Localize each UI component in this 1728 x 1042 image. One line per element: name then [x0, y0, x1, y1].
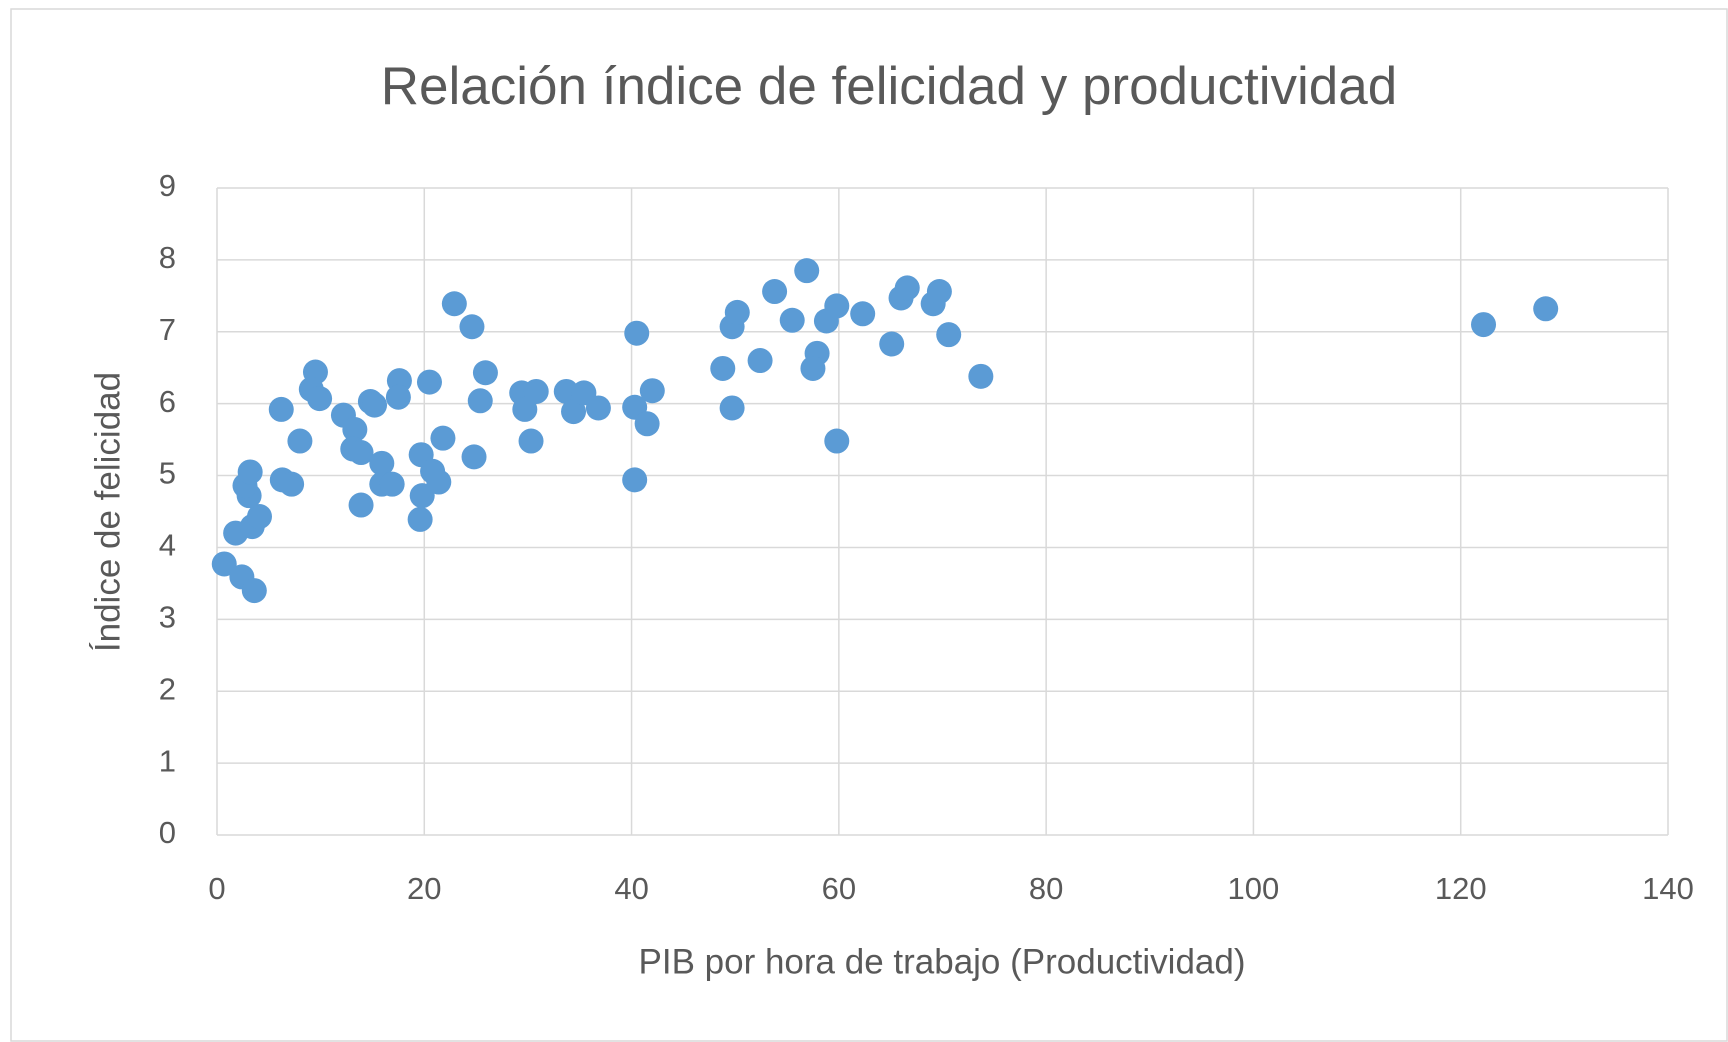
point [467, 388, 493, 414]
point [894, 275, 920, 301]
point [747, 348, 773, 374]
point [762, 279, 788, 305]
x-tick-label: 0 [208, 871, 225, 906]
point [879, 331, 905, 357]
point [287, 428, 313, 454]
chart-title: Relación índice de felicidad y productiv… [381, 57, 1397, 116]
point [936, 322, 962, 348]
x-tick-label: 80 [1029, 871, 1063, 906]
point [211, 551, 237, 577]
point [348, 440, 374, 466]
point [342, 417, 368, 443]
y-tick-label: 7 [159, 312, 176, 347]
y-tick-label: 2 [159, 671, 176, 706]
y-axis-label: Índice de felicidad [88, 372, 127, 652]
point [634, 411, 660, 437]
point [926, 279, 952, 305]
point [369, 450, 395, 476]
point [824, 293, 850, 319]
x-tick-label: 40 [614, 871, 648, 906]
point [430, 425, 456, 451]
point [416, 369, 442, 395]
point [622, 467, 648, 493]
point [279, 471, 305, 497]
y-tick-label: 1 [159, 743, 176, 778]
point [379, 471, 405, 497]
point [710, 355, 736, 381]
point [824, 428, 850, 454]
point [968, 363, 994, 389]
point [624, 320, 650, 346]
y-tick-label: 4 [159, 528, 176, 563]
x-tick-label: 140 [1642, 871, 1694, 906]
point [241, 578, 267, 604]
point [459, 314, 485, 340]
x-tick-label: 120 [1435, 871, 1487, 906]
point [426, 469, 452, 495]
x-tick-label: 20 [407, 871, 441, 906]
point [518, 428, 544, 454]
point [794, 258, 820, 284]
y-tick-label: 0 [159, 815, 176, 850]
y-tick-label: 3 [159, 600, 176, 635]
chart-border [10, 8, 1728, 1042]
point [385, 384, 411, 410]
y-tick-label: 6 [159, 384, 176, 419]
point [348, 492, 374, 518]
point [800, 355, 826, 381]
point [472, 360, 498, 386]
y-tick-label: 5 [159, 456, 176, 491]
point [409, 483, 435, 509]
x-axis-label: PIB por hora de trabajo (Productividad) [639, 942, 1246, 981]
point [512, 396, 538, 422]
point [523, 378, 549, 404]
point [719, 395, 745, 421]
y-tick-label: 9 [159, 168, 176, 203]
point [362, 392, 388, 418]
point [268, 396, 294, 422]
point [307, 386, 333, 412]
y-tick-label: 8 [159, 240, 176, 275]
point [461, 444, 487, 470]
point [850, 301, 876, 327]
point [561, 399, 587, 425]
x-tick-label: 100 [1228, 871, 1280, 906]
point [639, 378, 665, 404]
point [1533, 296, 1559, 322]
point [441, 291, 467, 317]
point [585, 395, 611, 421]
point [246, 504, 272, 530]
point [779, 307, 805, 333]
point [407, 506, 433, 532]
x-tick-label: 60 [822, 871, 856, 906]
point [237, 459, 263, 485]
point [1471, 312, 1497, 338]
point [724, 299, 750, 325]
